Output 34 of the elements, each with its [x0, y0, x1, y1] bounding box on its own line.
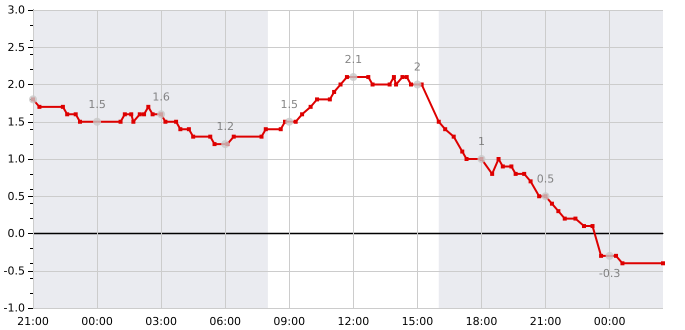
y-tick-label: 2.0 — [8, 78, 25, 91]
x-tick-label: 21:00 — [17, 315, 49, 328]
data-label: 1.2 — [216, 120, 234, 134]
x-tick-label: 12:00 — [337, 315, 370, 328]
x-tick-label: 03:00 — [145, 315, 177, 328]
data-label: 2.1 — [344, 53, 362, 66]
x-tick-label: 15:00 — [402, 315, 434, 328]
y-tick-label: 3.0 — [8, 4, 25, 16]
data-label: -0.3 — [598, 266, 620, 280]
y-tick-label: -0.5 — [4, 264, 25, 278]
y-tick-label: 0.5 — [8, 190, 25, 203]
data-label: 1.5 — [280, 98, 298, 111]
data-label: 1 — [478, 135, 485, 148]
point — [93, 118, 102, 126]
point — [349, 73, 358, 82]
x-tick-label: 09:00 — [273, 315, 306, 328]
data-label: 1.5 — [88, 98, 106, 111]
data-label: 0.5 — [536, 172, 554, 186]
data-label: 1.6 — [152, 90, 170, 104]
y-tick-label: 0.0 — [8, 227, 25, 240]
x-tick-label: 06:00 — [209, 315, 242, 328]
x-tick-label: 18:00 — [466, 315, 498, 328]
data-label: 2 — [414, 60, 421, 74]
y-tick-label: -1.0 — [4, 302, 25, 314]
x-tick-label: 00:00 — [594, 315, 626, 328]
y-tick-label: 1.0 — [8, 152, 25, 166]
point — [606, 252, 614, 260]
x-tick-label: 21:00 — [530, 315, 562, 328]
point — [413, 80, 422, 88]
point — [221, 140, 230, 148]
point — [285, 118, 294, 126]
y-tick-label: 2.5 — [8, 40, 25, 54]
y-tick-label: 1.5 — [8, 115, 25, 128]
x-tick-label: 00:00 — [81, 315, 113, 328]
